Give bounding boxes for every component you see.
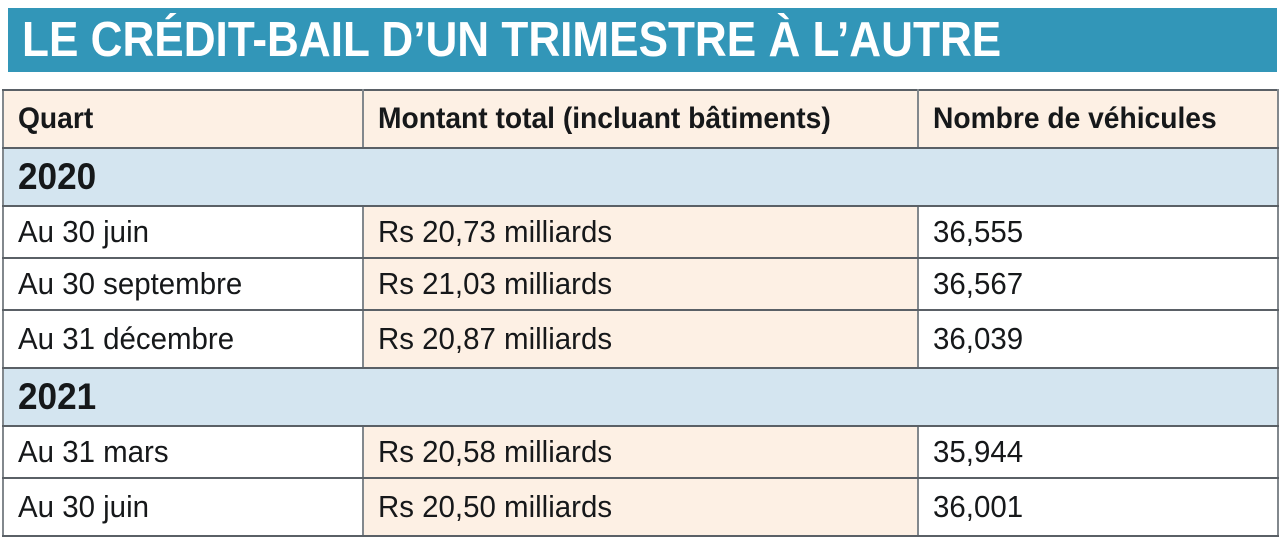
table-header-row: Quart Montant total (incluant bâtiments)… (2, 89, 1279, 149)
vehicules-value: 36,039 (933, 321, 1024, 356)
column-header-nombre-vehicules-label: Nombre de véhicules (933, 102, 1217, 135)
cell-vehicules: 35,944 (917, 425, 1279, 479)
table-row: Au 30 juin Rs 20,50 milliards 36,001 (2, 477, 1279, 537)
quart-value: Au 31 mars (18, 434, 169, 469)
table-row: Au 30 juin Rs 20,73 milliards 36,555 (2, 205, 1279, 259)
year-label-cell: 2020 (2, 147, 1279, 207)
table-row: Au 30 septembre Rs 21,03 milliards 36,56… (2, 257, 1279, 311)
title-banner: LE CRÉDIT-BAIL D’UN TRIMESTRE À L’AUTRE (8, 8, 1277, 72)
year-section-2020: 2020 (2, 147, 1279, 207)
cell-vehicules: 36,001 (917, 477, 1279, 537)
year-section-2021: 2021 (2, 367, 1279, 427)
column-header-quart: Quart (2, 89, 364, 149)
cell-quart: Au 30 septembre (2, 257, 364, 311)
vehicules-value: 36,567 (933, 266, 1024, 301)
montant-value: Rs 20,50 milliards (378, 489, 613, 524)
column-header-montant-total: Montant total (incluant bâtiments) (362, 89, 919, 149)
cell-quart: Au 31 mars (2, 425, 364, 479)
quart-value: Au 30 juin (18, 214, 149, 249)
vehicules-value: 36,001 (933, 489, 1024, 524)
vehicules-value: 35,944 (933, 434, 1024, 469)
column-header-montant-total-label: Montant total (incluant bâtiments) (378, 102, 831, 135)
year-label: 2020 (18, 156, 97, 197)
year-label: 2021 (18, 376, 97, 417)
credit-bail-table: Quart Montant total (incluant bâtiments)… (2, 89, 1279, 537)
cell-quart: Au 30 juin (2, 477, 364, 537)
montant-value: Rs 21,03 milliards (378, 266, 613, 301)
montant-value: Rs 20,58 milliards (378, 434, 613, 469)
table-row: Au 31 mars Rs 20,58 milliards 35,944 (2, 425, 1279, 479)
cell-montant: Rs 20,73 milliards (362, 205, 919, 259)
year-label-cell: 2021 (2, 367, 1279, 427)
montant-value: Rs 20,73 milliards (378, 214, 613, 249)
cell-vehicules: 36,567 (917, 257, 1279, 311)
cell-montant: Rs 20,58 milliards (362, 425, 919, 479)
page-title: LE CRÉDIT-BAIL D’UN TRIMESTRE À L’AUTRE (22, 12, 1002, 67)
cell-montant: Rs 20,87 milliards (362, 309, 919, 369)
cell-quart: Au 30 juin (2, 205, 364, 259)
cell-vehicules: 36,039 (917, 309, 1279, 369)
table-row: Au 31 décembre Rs 20,87 milliards 36,039 (2, 309, 1279, 369)
column-header-quart-label: Quart (18, 102, 94, 135)
cell-quart: Au 31 décembre (2, 309, 364, 369)
quart-value: Au 30 juin (18, 489, 149, 524)
quart-value: Au 31 décembre (18, 321, 235, 356)
quart-value: Au 30 septembre (18, 266, 243, 301)
cell-vehicules: 36,555 (917, 205, 1279, 259)
vehicules-value: 36,555 (933, 214, 1024, 249)
cell-montant: Rs 20,50 milliards (362, 477, 919, 537)
cell-montant: Rs 21,03 milliards (362, 257, 919, 311)
column-header-nombre-vehicules: Nombre de véhicules (917, 89, 1279, 149)
montant-value: Rs 20,87 milliards (378, 321, 613, 356)
